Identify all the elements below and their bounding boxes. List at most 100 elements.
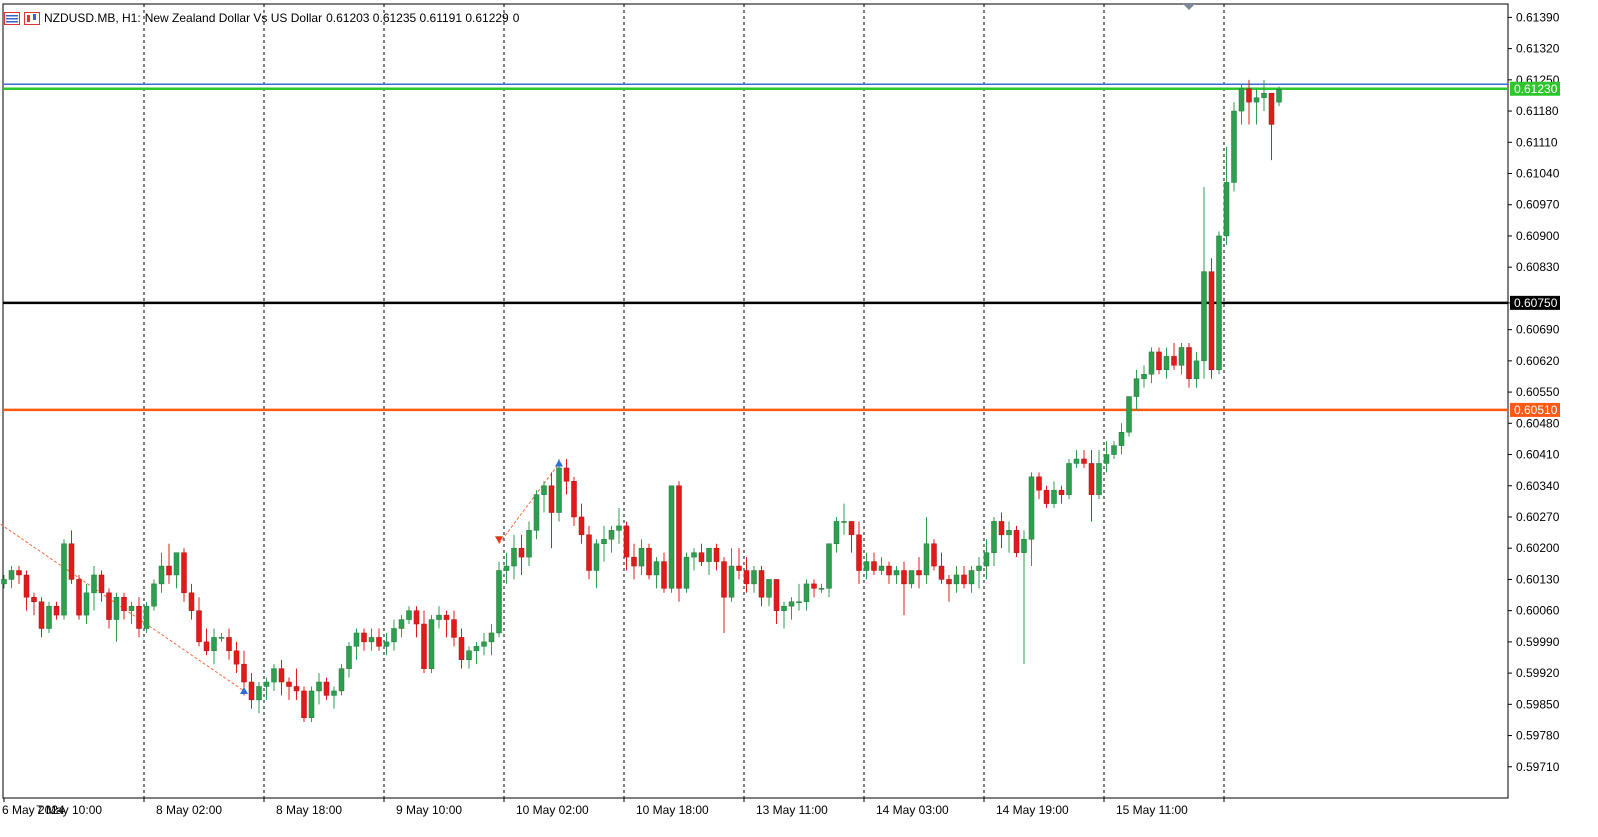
bear-candle <box>586 534 592 571</box>
period-separator-icon <box>1183 4 1195 10</box>
bear-candle <box>676 485 682 589</box>
bull-candle <box>526 530 532 558</box>
bull-candle <box>316 681 322 692</box>
bear-candle <box>241 663 247 683</box>
bull-candle <box>668 485 675 589</box>
bear-candle <box>98 574 105 594</box>
y-tick-label: 0.59850 <box>1516 697 1560 711</box>
bull-candle <box>601 539 607 544</box>
bear-candle <box>938 565 945 580</box>
bull-candle <box>1201 271 1207 362</box>
y-tick-label: 0.60130 <box>1516 572 1560 586</box>
bull-candle <box>436 614 442 620</box>
bull-candle <box>113 597 120 620</box>
bear-candle <box>698 552 705 562</box>
grid-layer <box>2 3 1509 799</box>
bear-candle <box>226 637 232 652</box>
bull-candle <box>863 561 870 571</box>
bear-candle <box>1186 347 1192 379</box>
bull-candle <box>473 646 480 652</box>
bull-candle <box>1163 356 1170 371</box>
bear-candle <box>323 681 330 696</box>
bull-candle <box>728 565 735 598</box>
bull-candle <box>151 583 157 607</box>
bull-candle <box>1141 373 1147 379</box>
bear-candle <box>136 605 142 629</box>
bear-candle <box>293 686 300 692</box>
bull-candle <box>1276 88 1282 103</box>
y-tick-label: 0.60970 <box>1516 198 1560 212</box>
bull-candle <box>691 552 697 558</box>
bear-candle <box>661 561 667 589</box>
bear-candle <box>301 690 307 718</box>
orange-price-label: 0.60510 <box>1514 403 1558 417</box>
y-tick-label: 0.61320 <box>1516 42 1560 56</box>
bear-candle <box>721 561 727 598</box>
bear-candle <box>278 668 285 683</box>
bear-candle <box>646 547 652 576</box>
bull-candle <box>83 592 90 616</box>
bear-candle <box>38 601 45 629</box>
price-axis[interactable]: 0.613900.613200.612500.611800.611100.610… <box>1508 10 1560 774</box>
bull-candle <box>788 601 795 607</box>
black-price-label: 0.60750 <box>1514 296 1558 310</box>
bull-candle <box>428 619 435 669</box>
bull-candle <box>1006 530 1012 536</box>
trade-markers <box>240 4 1195 694</box>
bull-candle <box>878 565 885 571</box>
bull-candle <box>653 561 660 576</box>
bull-candle <box>1118 431 1125 446</box>
bear-candle <box>196 610 202 643</box>
bull-candle <box>638 547 645 567</box>
bull-candle <box>1066 463 1072 495</box>
bear-candle <box>1246 88 1252 103</box>
bull-candle <box>608 530 615 540</box>
bull-candle <box>1253 97 1260 103</box>
x-tick-label: 15 May 11:00 <box>1116 803 1188 817</box>
bull-candle <box>256 686 262 701</box>
bull-candle <box>893 570 900 576</box>
bear-candle <box>53 605 60 616</box>
bear-candle <box>76 579 82 616</box>
bull-candle <box>1111 445 1117 455</box>
bull-candle <box>308 690 315 718</box>
y-tick-label: 0.60340 <box>1516 479 1560 493</box>
bear-candle <box>736 565 742 571</box>
bear-candle <box>68 543 75 580</box>
y-tick-label: 0.60270 <box>1516 510 1560 524</box>
bull-candle <box>263 681 270 687</box>
x-tick-label: 14 May 19:00 <box>996 803 1069 817</box>
bull-candle <box>818 588 825 590</box>
bull-candle <box>481 641 487 647</box>
bear-candle <box>713 547 720 562</box>
x-tick-label: 10 May 02:00 <box>516 803 589 817</box>
bull-candle <box>383 641 390 647</box>
chart-window-icon[interactable] <box>4 11 20 25</box>
price-levels <box>3 83 1508 412</box>
bull-candle <box>511 547 517 567</box>
sell-arrow-icon <box>495 536 503 544</box>
bear-candle <box>248 681 255 701</box>
bear-candle <box>901 570 907 585</box>
x-tick-label: 6 May 2024 <box>2 803 65 817</box>
bear-candle <box>188 592 195 611</box>
y-tick-label: 0.60620 <box>1516 354 1560 368</box>
bear-candle <box>916 570 922 576</box>
y-tick-label: 0.61180 <box>1516 104 1559 118</box>
bull-candle <box>391 628 397 643</box>
bull-candle <box>706 547 712 562</box>
bull-candle <box>983 552 990 567</box>
bull-candle <box>976 565 982 571</box>
bear-candle <box>286 681 292 687</box>
bear-candle <box>1208 271 1215 371</box>
bear-candle <box>121 597 127 611</box>
bull-candle <box>8 570 15 580</box>
bull-candle <box>496 570 502 634</box>
bear-candle <box>1043 489 1050 504</box>
candle-chart-icon[interactable] <box>24 11 40 25</box>
bear-candle <box>451 619 457 638</box>
bear-candle <box>743 570 750 585</box>
bull-candle <box>908 570 915 585</box>
